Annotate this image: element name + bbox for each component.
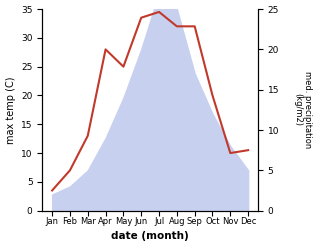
X-axis label: date (month): date (month) [111,231,189,242]
Y-axis label: max temp (C): max temp (C) [5,76,16,144]
Y-axis label: med. precipitation
(kg/m2): med. precipitation (kg/m2) [293,71,313,148]
